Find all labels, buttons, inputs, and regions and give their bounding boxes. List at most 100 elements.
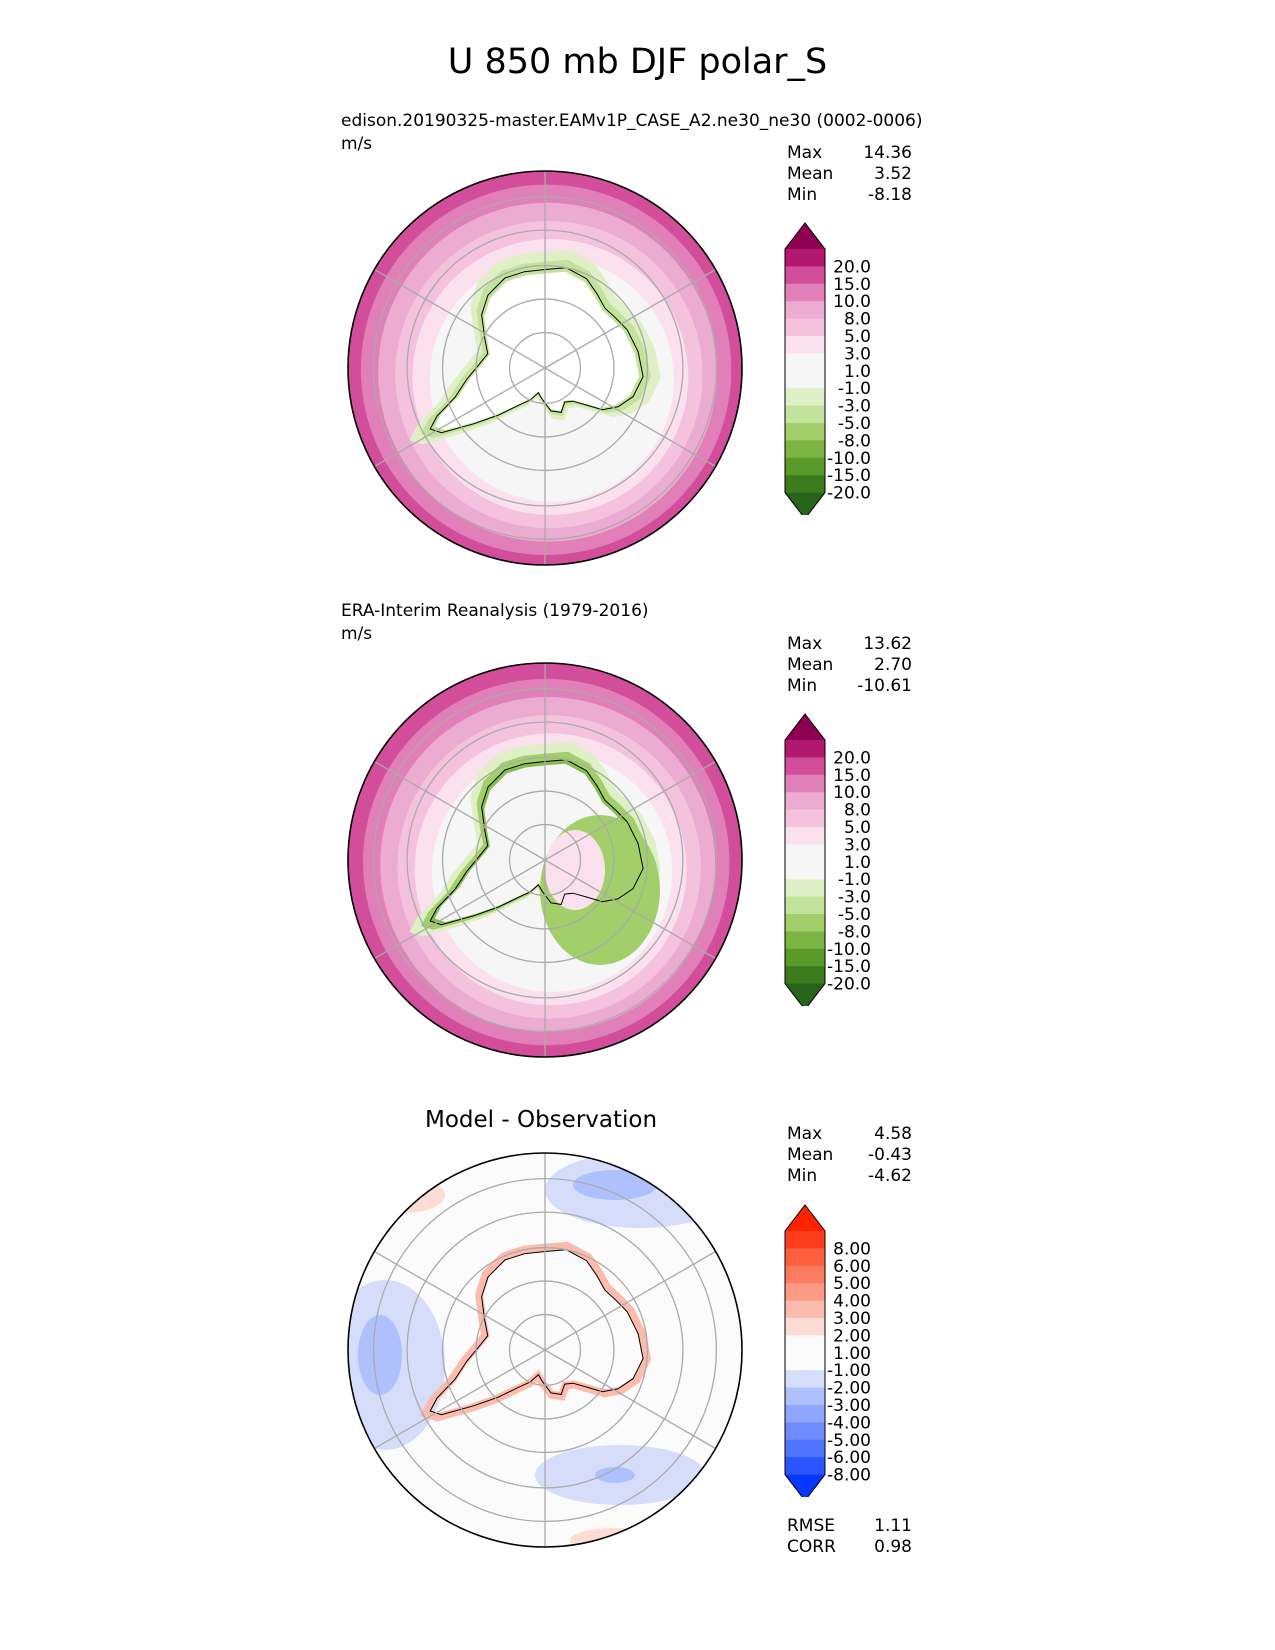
colorbar-tick-label: -4.00 (827, 1413, 871, 1433)
colorbar-segment (785, 757, 825, 776)
colorbar-tick-label: 3.0 (844, 835, 871, 855)
colorbar-tick-label: -5.00 (827, 1431, 871, 1451)
meridian-line (374, 367, 546, 468)
meridian-line (544, 367, 716, 468)
colorbar-segment (785, 1283, 825, 1302)
metric-rmse-label: RMSE (787, 1516, 836, 1536)
stat-mean-label: Mean (787, 164, 834, 184)
colorbar-segment (785, 1422, 825, 1441)
metric-corr-label: CORR (787, 1537, 836, 1557)
colorbar-segment (785, 1370, 825, 1389)
colorbar-segment (785, 1352, 825, 1371)
colorbar-segment (785, 249, 825, 267)
colorbar-segment (785, 879, 825, 898)
panel2-units: m/s (341, 624, 373, 644)
colorbar-segment (785, 318, 825, 337)
colorbar-tick-label: 3.00 (833, 1309, 871, 1329)
stat-min-value: -8.18 (868, 185, 912, 205)
colorbar-extend-bottom (785, 492, 825, 515)
meridian-line (544, 1349, 716, 1450)
stat-mean-label: Mean (787, 655, 834, 675)
colorbar-tick-label: -20.0 (827, 975, 871, 995)
panel1-subtitle: edison.20190325-master.EAMv1P_CASE_A2.ne… (341, 111, 923, 131)
colorbar-tick-label: -3.0 (838, 397, 871, 417)
colorbar-segment (785, 844, 825, 863)
colorbar-segment (785, 861, 825, 880)
panel2-subtitle: ERA-Interim Reanalysis (1979-2016) (341, 601, 649, 621)
colorbar-tick-label: -10.0 (827, 449, 871, 469)
meridian-line (374, 268, 546, 369)
colorbar-segment (785, 774, 825, 793)
meridian-line (544, 859, 716, 960)
colorbar-segment (785, 423, 825, 441)
meridian-line (544, 1250, 716, 1351)
colorbar-segment (785, 405, 825, 424)
field-interior (434, 271, 640, 431)
colorbar-segment (785, 1387, 825, 1406)
meridian-line (374, 859, 546, 960)
colorbar-segment (785, 1318, 825, 1336)
colorbar-tick-label: 1.0 (844, 853, 871, 873)
colorbar-outline (784, 222, 826, 515)
colorbar-segment (785, 336, 825, 354)
map-boundary (347, 1152, 743, 1548)
colorbar-segment (785, 948, 825, 967)
stat-mean-value: 3.52 (874, 164, 912, 184)
colorbar-segment (785, 1231, 825, 1249)
colorbar-extend-bottom (785, 1474, 825, 1497)
colorbar-tick-label: 6.00 (833, 1257, 871, 1277)
colorbar-tick-label: -1.0 (838, 870, 871, 890)
coastline (429, 1249, 644, 1416)
colorbar-tick-label: -1.0 (838, 379, 871, 399)
colorbar-segment (785, 440, 825, 459)
panel1-polar-map (347, 170, 743, 566)
colorbar-segment (785, 283, 825, 302)
colorbar-tick-label: -5.0 (838, 905, 871, 925)
colorbar-segment (785, 966, 825, 985)
stat-min-value: -10.61 (857, 676, 912, 696)
colorbar-segment (785, 301, 825, 320)
meridian-line (544, 760, 716, 861)
colorbar-segment (785, 931, 825, 950)
colorbar-tick-label: 8.00 (833, 1239, 871, 1259)
colorbar-tick-label: 3.0 (844, 344, 871, 364)
meridian-line (374, 1250, 546, 1351)
colorbar-segment (785, 809, 825, 828)
colorbar-segment (785, 1335, 825, 1354)
colorbar-tick-label: 5.00 (833, 1274, 871, 1294)
colorbar-tick-label: -3.00 (827, 1396, 871, 1416)
colorbar-segment (785, 1265, 825, 1284)
stat-max-value: 14.36 (863, 143, 912, 163)
colorbar-extend-top (785, 223, 825, 249)
field-blob (358, 1315, 402, 1395)
field-blob (545, 830, 605, 910)
field-blob (573, 1170, 657, 1200)
colorbar-tick-label: 8.0 (844, 801, 871, 821)
colorbar-outline (784, 713, 826, 1006)
colorbar-tick-label: 10.0 (833, 292, 871, 312)
stat-min-label: Min (787, 1166, 818, 1186)
colorbar-segment (785, 1457, 825, 1476)
colorbar-segment (785, 792, 825, 811)
colorbar-tick-label: -8.0 (838, 922, 871, 942)
colorbar-outline (784, 1204, 826, 1497)
stat-min-label: Min (787, 185, 818, 205)
colorbar-tick-label: 2.00 (833, 1326, 871, 1346)
field-blob (570, 1528, 660, 1547)
colorbar-segment (785, 896, 825, 915)
stat-mean-label: Mean (787, 1145, 834, 1165)
colorbar-segment (785, 1300, 825, 1319)
colorbar-segment (785, 388, 825, 407)
map-field (348, 171, 742, 565)
panel2-stats: Max 13.62 Mean 2.70 Min -10.61 (787, 634, 912, 697)
panel1-stats: Max 14.36 Mean 3.52 Min -8.18 (787, 143, 912, 206)
colorbar-extend-top (785, 1205, 825, 1231)
colorbar-tick-label: -20.0 (827, 484, 871, 504)
stat-max-label: Max (787, 143, 823, 163)
colorbar-segment (785, 370, 825, 389)
stat-mean-value: 2.70 (874, 655, 912, 675)
stat-max-label: Max (787, 634, 823, 654)
panel3-polar-map (347, 1152, 743, 1548)
colorbar-tick-label: -8.00 (827, 1466, 871, 1486)
colorbar-segment (785, 475, 825, 494)
